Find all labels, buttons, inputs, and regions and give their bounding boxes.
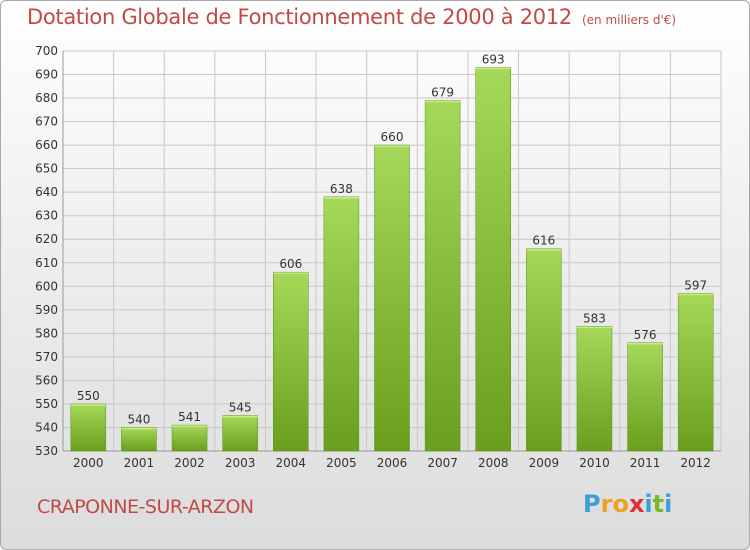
- logo-letter: P: [583, 490, 601, 518]
- bar-chart: 530 540 550 560 570 580 590 600 610 620 630 640 650 6…: [35, 44, 722, 470]
- x-tick-label: 2007: [427, 456, 458, 470]
- bar: [677, 293, 714, 452]
- bar: [121, 427, 157, 452]
- y-tick-label: 700: [35, 44, 58, 58]
- bar: [323, 196, 360, 452]
- y-tick-label: 650: [35, 162, 58, 176]
- y-tick-label: 630: [35, 209, 58, 223]
- y-tick-label: 550: [35, 397, 58, 411]
- y-tick-label: 690: [35, 68, 58, 82]
- x-tick-label: 2004: [275, 456, 306, 470]
- data-label: 693: [482, 52, 505, 66]
- logo-letter: i: [664, 490, 673, 518]
- x-tick-label: 2009: [529, 456, 560, 470]
- bar: [424, 100, 461, 452]
- y-tick-label: 580: [35, 326, 58, 340]
- logo-letter: x: [628, 490, 645, 518]
- data-labels: 550 2000 540 2001 541 2002 545 2003 606 2004 638 20…: [73, 52, 711, 470]
- data-label: 545: [229, 401, 252, 415]
- y-tick-label: 620: [35, 232, 58, 246]
- bar: [171, 424, 208, 452]
- x-tick-label: 2000: [73, 456, 104, 470]
- data-label: 583: [583, 311, 606, 325]
- bar: [273, 271, 309, 452]
- chart-title: Dotation Globale de Fonctionnement de 20…: [27, 5, 676, 29]
- x-tick-label: 2005: [326, 456, 357, 470]
- x-tick-label: 2006: [377, 456, 408, 470]
- y-tick-label: 660: [35, 138, 58, 152]
- y-tick-label: 530: [35, 444, 58, 458]
- data-label: 616: [532, 234, 555, 248]
- y-tick-label: 680: [35, 91, 58, 105]
- bar: [70, 403, 107, 452]
- bar: [576, 326, 613, 452]
- commune-name: CRAPONNE-SUR-ARZON: [37, 496, 254, 518]
- y-tick-label: 610: [35, 256, 58, 270]
- data-label: 597: [684, 278, 707, 292]
- y-tick-label: 640: [35, 185, 58, 199]
- data-label: 541: [178, 410, 201, 424]
- y-tick-label: 540: [35, 420, 58, 434]
- bar: [374, 144, 410, 452]
- x-tick-label: 2012: [680, 456, 711, 470]
- y-tick-label: 560: [35, 373, 58, 387]
- bar: [222, 415, 258, 452]
- x-tick-label: 2010: [579, 456, 610, 470]
- bar: [627, 342, 663, 452]
- data-label: 638: [330, 182, 353, 196]
- data-label: 660: [381, 130, 404, 144]
- bars: [70, 67, 714, 452]
- data-label: 540: [127, 412, 150, 426]
- x-tick-label: 2001: [124, 456, 155, 470]
- data-label: 576: [634, 328, 657, 342]
- logo-letter: o: [612, 490, 629, 518]
- x-tick-label: 2011: [630, 456, 661, 470]
- title-text: Dotation Globale de Fonctionnement de 20…: [27, 5, 572, 29]
- y-tick-label: 600: [35, 279, 58, 293]
- unit-label: (en milliers d'€): [581, 13, 677, 27]
- proxiti-logo: Proxiti: [583, 490, 672, 518]
- data-label: 550: [77, 389, 100, 403]
- logo-letter: r: [600, 490, 613, 518]
- logo-letter: t: [652, 490, 665, 518]
- x-tick-label: 2002: [174, 456, 205, 470]
- bar: [475, 67, 511, 452]
- bar: [526, 248, 562, 452]
- x-tick-label: 2008: [478, 456, 509, 470]
- data-label: 606: [279, 257, 302, 271]
- y-tick-label: 670: [35, 115, 58, 129]
- x-tick-label: 2003: [225, 456, 256, 470]
- y-tick-label: 590: [35, 303, 58, 317]
- data-label: 679: [431, 85, 454, 99]
- y-tick-label: 570: [35, 350, 58, 364]
- logo-letter: i: [644, 490, 653, 518]
